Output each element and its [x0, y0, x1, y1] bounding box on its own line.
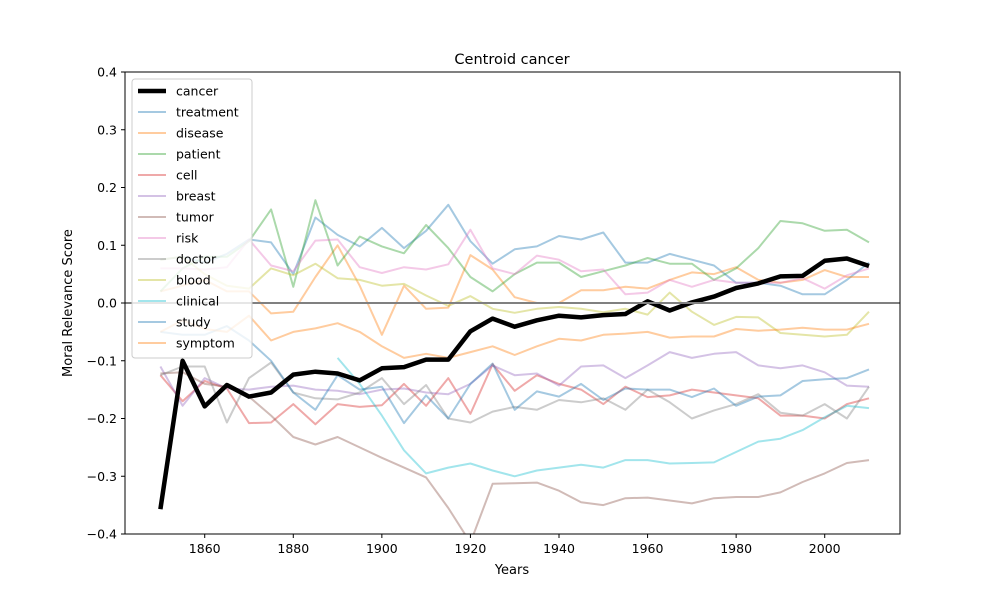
legend-label: risk: [176, 231, 199, 246]
y-axis-label: Moral Relevance Score: [61, 229, 76, 377]
legend-label: symptom: [176, 336, 235, 351]
chart-title: Centroid cancer: [454, 52, 569, 68]
legend-label: clinical: [176, 294, 219, 309]
x-tick-label: 1900: [366, 541, 398, 556]
legend-label: cell: [176, 168, 198, 183]
legend-label: blood: [176, 273, 211, 288]
legend-item-doctor: doctor: [138, 252, 217, 267]
legend-item-cell: cell: [138, 168, 198, 183]
legend-item-symptom: symptom: [138, 336, 235, 351]
legend-label: breast: [176, 189, 216, 204]
y-axis: −0.4 −0.3 −0.2 −0.1 0.0 0.1 0.2 0.3 0.4: [87, 65, 125, 542]
x-tick-label: 1920: [455, 541, 487, 556]
y-tick-label: 0.2: [97, 180, 117, 195]
series-line-cancer: [158, 256, 870, 510]
series-line-patient: [159, 199, 870, 293]
y-tick-label: 0.3: [97, 122, 117, 137]
x-axis: 1860 1880 1900 1920 1940 1960 1980 2000: [189, 534, 841, 556]
legend-item-disease: disease: [138, 126, 224, 141]
series-line-disease: [160, 244, 869, 336]
legend-label: doctor: [176, 252, 217, 267]
x-tick-label: 1860: [189, 541, 221, 556]
legend-label: disease: [176, 126, 224, 141]
x-tick-label: 1980: [720, 541, 752, 556]
legend-item-blood: blood: [138, 273, 211, 288]
series-line-study: [160, 325, 870, 425]
series-layer: [158, 199, 870, 534]
legend-item-tumor: tumor: [138, 210, 215, 225]
x-axis-label: Years: [494, 563, 530, 578]
series-line-symptom: [159, 314, 870, 359]
series-line-blood: [160, 255, 870, 338]
x-tick-label: 2000: [809, 541, 841, 556]
legend-item-cancer: cancer: [138, 84, 219, 99]
x-tick-label: 1880: [277, 541, 309, 556]
legend-label: treatment: [176, 105, 239, 120]
y-tick-label: 0.1: [97, 238, 117, 253]
legend-item-study: study: [138, 315, 211, 330]
legend-item-patient: patient: [138, 147, 221, 162]
y-tick-label: −0.2: [87, 411, 117, 426]
x-tick-label: 1960: [632, 541, 664, 556]
series-line-doctor: [160, 361, 870, 424]
series-line-clinical: [336, 357, 870, 478]
legend-label: patient: [176, 147, 221, 162]
legend-item-clinical: clinical: [138, 294, 219, 309]
y-tick-label: −0.1: [87, 353, 117, 368]
legend-label: tumor: [176, 210, 215, 225]
legend: cancer treatment disease patient cell breast t…: [131, 78, 253, 359]
legend-item-breast: breast: [138, 189, 216, 204]
legend-item-risk: risk: [138, 231, 199, 246]
series-line-tumor: [160, 371, 870, 534]
series-line-cell: [159, 363, 870, 426]
x-tick-label: 1940: [543, 541, 575, 556]
legend-item-treatment: treatment: [138, 105, 239, 120]
y-tick-label: 0.0: [97, 296, 117, 311]
y-tick-label: −0.3: [87, 469, 117, 484]
legend-label: study: [176, 315, 211, 330]
y-tick-label: −0.4: [87, 527, 117, 542]
y-tick-label: 0.4: [97, 65, 117, 80]
legend-label: cancer: [176, 84, 219, 99]
legend-box: [131, 78, 253, 359]
series-line-risk: [160, 228, 870, 296]
